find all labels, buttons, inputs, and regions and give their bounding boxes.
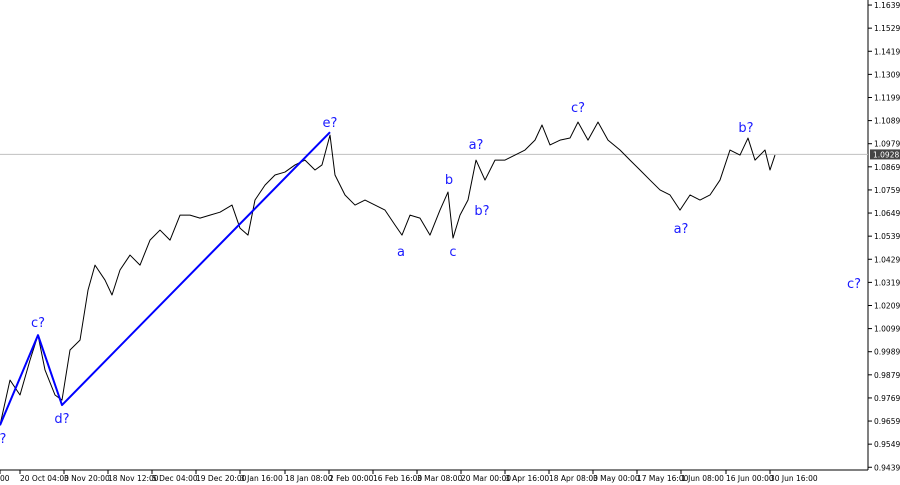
x-tick-label: 16 Jun 00:00 — [726, 474, 774, 483]
wave-label: b? — [474, 204, 489, 219]
y-tick-label: 1.1199 — [874, 93, 900, 102]
wave-label: a — [397, 245, 405, 260]
x-tick-label: 2 Feb 00:00 — [329, 474, 374, 483]
x-tick-label: 3 Apr 16:00 — [505, 474, 549, 483]
y-tick-label: 1.0319 — [874, 278, 900, 287]
x-tick-label: 00 — [0, 474, 10, 483]
wave-label: c? — [31, 316, 45, 331]
y-tick-label: 1.0979 — [874, 140, 900, 149]
wave-label: c? — [571, 101, 585, 116]
x-tick-label: 20 Oct 04:00 — [20, 474, 69, 483]
y-tick-label: 1.1089 — [874, 117, 900, 126]
y-tick-label: 1.0539 — [874, 232, 900, 241]
x-tick-label: 3 Nov 20:00 — [64, 474, 110, 483]
y-tick-label: 1.0099 — [874, 325, 900, 334]
wave-label: c — [449, 245, 456, 260]
wave-label: a? — [469, 138, 484, 153]
x-tick-label: 30 Jun 16:00 — [770, 474, 818, 483]
x-tick-label: 1 Jun 08:00 — [681, 474, 724, 483]
y-tick-label: 1.0209 — [874, 301, 900, 310]
wave-label: e? — [323, 116, 338, 131]
y-tick-label: 1.0759 — [874, 186, 900, 195]
x-tick-label: 16 Feb 16:00 — [373, 474, 422, 483]
x-tick-label: 18 Apr 08:00 — [549, 474, 598, 483]
y-tick-label: 1.1639 — [874, 1, 900, 10]
price-line — [0, 121, 776, 426]
y-tick-label: 0.9769 — [874, 394, 900, 403]
y-tick-label: 0.9989 — [874, 348, 900, 357]
wave-label: d? — [54, 412, 69, 427]
wave-line — [0, 131, 331, 426]
y-tick-label: 0.9659 — [874, 417, 900, 426]
y-tick-label: 0.9549 — [874, 440, 900, 449]
wave-label: ? — [0, 432, 6, 447]
y-tick-label: 1.1529 — [874, 24, 900, 33]
current-price-box — [870, 149, 900, 160]
x-tick-label: 3 Jan 16:00 — [240, 474, 283, 483]
x-tick-label: 3 Mar 08:00 — [417, 474, 463, 483]
current-price-label: 1.0928 — [873, 150, 899, 159]
x-tick-label: 18 Jan 08:00 — [285, 474, 333, 483]
y-tick-label: 1.1419 — [874, 47, 900, 56]
x-tick-label: 20 Mar 00:00 — [461, 474, 511, 483]
y-tick-label: 0.9439 — [874, 463, 900, 472]
x-tick-label: 3 May 00:00 — [593, 474, 640, 483]
x-tick-label: 5 Dec 04:00 — [152, 474, 198, 483]
x-tick-label: 18 Nov 12:00 — [108, 474, 159, 483]
wave-label: a? — [674, 222, 689, 237]
wave-label: b? — [738, 121, 753, 136]
x-tick-label: 19 Dec 20:00 — [196, 474, 247, 483]
y-tick-label: 1.0429 — [874, 255, 900, 264]
y-tick-label: 1.0649 — [874, 209, 900, 218]
y-tick-label: 0.9879 — [874, 371, 900, 380]
x-tick-label: 17 May 16:00 — [637, 474, 689, 483]
y-tick-label: 1.1309 — [874, 70, 900, 79]
y-tick-label: 1.0869 — [874, 163, 900, 172]
wave-label: c? — [847, 277, 861, 292]
wave-label: b — [445, 173, 453, 188]
